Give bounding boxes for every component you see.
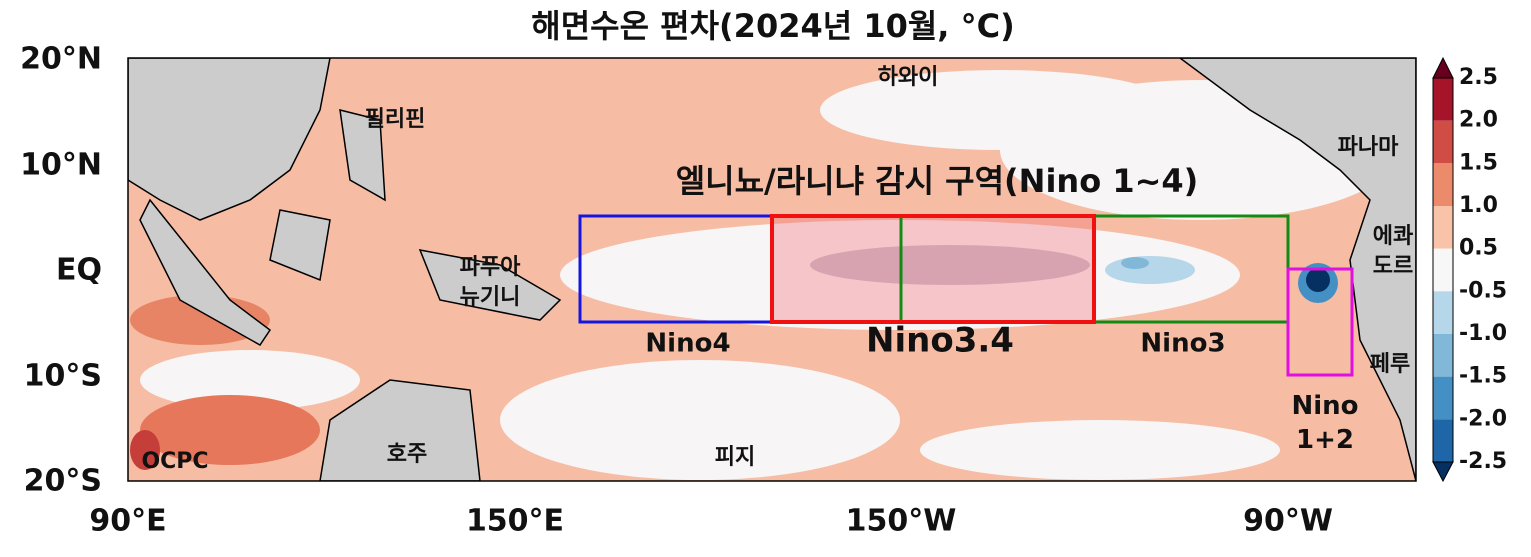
place-label: 파나마: [1338, 135, 1399, 160]
place-label: 하와이: [878, 65, 939, 90]
colorbar-label: 1.0: [1459, 193, 1498, 218]
place-label: 필리핀: [365, 107, 426, 132]
place-label: 파푸아 뉴기니: [460, 255, 521, 310]
colorbar-band: [1433, 248, 1453, 292]
title: 해면수온 편차(2024년 10월, °C): [531, 7, 1014, 45]
colorbar-label: -0.5: [1459, 278, 1507, 303]
region-label: Nino3: [1140, 329, 1225, 359]
colorbar-frame: [1432, 77, 1454, 463]
nino12-box: [1286, 267, 1354, 377]
place-label: 페루: [1370, 352, 1410, 377]
x-tick-label: 150°E: [466, 504, 564, 539]
y-tick-label: 10°S: [24, 359, 102, 394]
colorbar-extend: [1432, 461, 1454, 483]
place-label: 에콰 도르: [1373, 224, 1413, 279]
colorbar-band: [1433, 120, 1453, 164]
place-label: 호주: [387, 442, 427, 467]
region-label: Nino3.4: [866, 321, 1014, 361]
colorbar-band: [1433, 419, 1453, 462]
region-label: Nino 1+2: [1291, 391, 1358, 455]
colorbar-label: 0.5: [1459, 236, 1498, 261]
place-label: 피지: [715, 445, 755, 470]
x-tick-label: 90°W: [1243, 504, 1333, 539]
colorbar-band: [1433, 206, 1453, 249]
subtitle: 엘니뇨/라니냐 감시 구역(Nino 1~4): [676, 162, 1199, 200]
x-tick-label: 150°W: [846, 504, 957, 539]
colorbar-band: [1433, 376, 1453, 420]
colorbar-extend: [1432, 56, 1454, 79]
colorbar-label: 2.0: [1459, 108, 1498, 133]
colorbar-label: -1.5: [1459, 364, 1507, 389]
x-tick-label: 90°E: [89, 504, 166, 539]
colorbar-label: -2.5: [1459, 449, 1507, 474]
colorbar-band: [1433, 78, 1453, 121]
colorbar-band: [1433, 291, 1453, 334]
y-tick-label: 20°S: [24, 464, 102, 499]
place-label: OCPC: [141, 449, 208, 474]
nino34-box: [770, 214, 1096, 324]
colorbar-label: -2.0: [1459, 406, 1507, 431]
colorbar-label: -1.0: [1459, 321, 1507, 346]
y-tick-label: 10°N: [20, 148, 102, 183]
colorbar-band: [1433, 334, 1453, 377]
region-label: Nino4: [645, 329, 730, 359]
colorbar-label: 2.5: [1459, 65, 1498, 90]
colorbar: 2.5 2.0 1.5 1.0 0.5 -0.5 -1.0 -1.5 -2.0 -2.5: [1432, 56, 1507, 483]
sst-field: [128, 58, 1416, 481]
nino34-fill: [772, 216, 1094, 322]
y-tick-label: 20°N: [20, 42, 102, 77]
colorbar-label: 1.5: [1459, 150, 1498, 175]
y-tick-label: EQ: [56, 253, 102, 288]
colorbar-band: [1433, 163, 1453, 206]
map-frame: [127, 57, 1417, 482]
